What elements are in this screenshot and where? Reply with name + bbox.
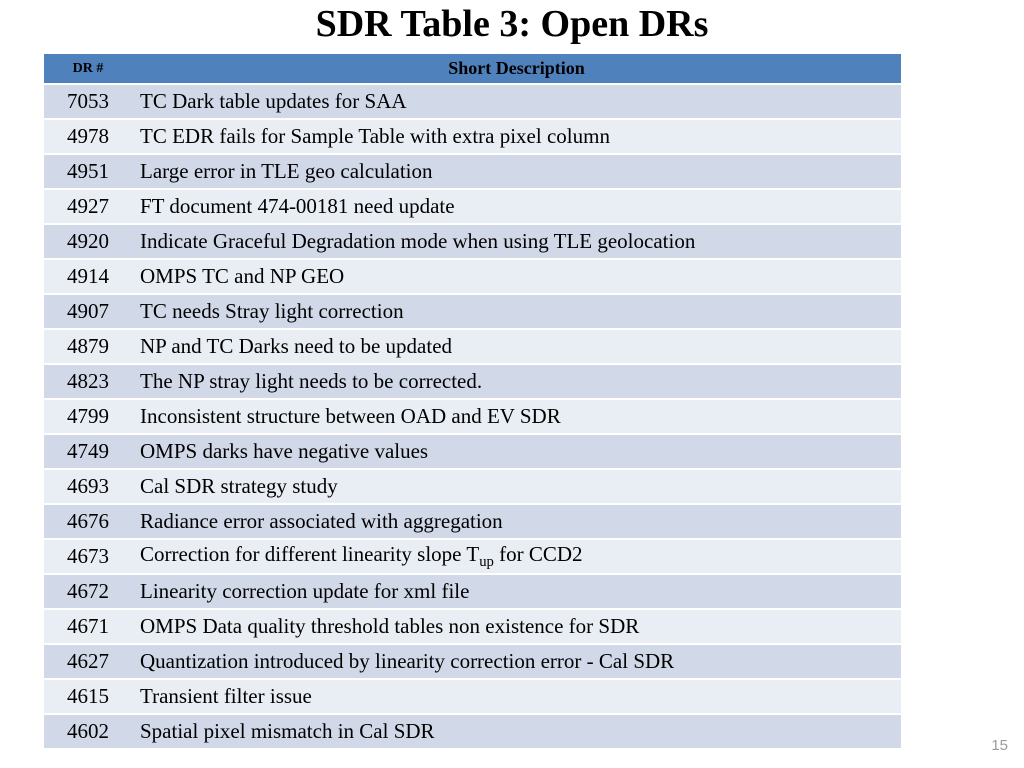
- dr-number: 4879: [44, 330, 132, 363]
- table-row: 4676Radiance error associated with aggre…: [44, 505, 901, 538]
- table-row: 4627Quantization introduced by linearity…: [44, 645, 901, 678]
- dr-description: OMPS darks have negative values: [132, 435, 901, 468]
- dr-description: Inconsistent structure between OAD and E…: [132, 400, 901, 433]
- col-header-dr: DR #: [44, 54, 132, 83]
- dr-number: 4749: [44, 435, 132, 468]
- table-row: 4927FT document 474-00181 need update: [44, 190, 901, 223]
- dr-number: 4672: [44, 575, 132, 608]
- dr-description: OMPS Data quality threshold tables non e…: [132, 610, 901, 643]
- table-row: 4907TC needs Stray light correction: [44, 295, 901, 328]
- dr-description: OMPS TC and NP GEO: [132, 260, 901, 293]
- dr-number: 4978: [44, 120, 132, 153]
- dr-number: 7053: [44, 85, 132, 118]
- table-row: 4879NP and TC Darks need to be updated: [44, 330, 901, 363]
- dr-number: 4920: [44, 225, 132, 258]
- dr-number: 4907: [44, 295, 132, 328]
- table-row: 7053TC Dark table updates for SAA: [44, 85, 901, 118]
- dr-number: 4914: [44, 260, 132, 293]
- dr-number: 4693: [44, 470, 132, 503]
- table-row: 4951Large error in TLE geo calculation: [44, 155, 901, 188]
- table-row: 4602Spatial pixel mismatch in Cal SDR: [44, 715, 901, 748]
- page-title: SDR Table 3: Open DRs: [0, 0, 1024, 52]
- dr-description: Quantization introduced by linearity cor…: [132, 645, 901, 678]
- dr-description: Radiance error associated with aggregati…: [132, 505, 901, 538]
- dr-description: Large error in TLE geo calculation: [132, 155, 901, 188]
- dr-description: Transient filter issue: [132, 680, 901, 713]
- dr-number: 4676: [44, 505, 132, 538]
- dr-number: 4615: [44, 680, 132, 713]
- table-row: 4799Inconsistent structure between OAD a…: [44, 400, 901, 433]
- dr-description: Cal SDR strategy study: [132, 470, 901, 503]
- dr-description: NP and TC Darks need to be updated: [132, 330, 901, 363]
- dr-number: 4671: [44, 610, 132, 643]
- dr-number: 4799: [44, 400, 132, 433]
- dr-description: TC EDR fails for Sample Table with extra…: [132, 120, 901, 153]
- col-header-desc: Short Description: [132, 54, 901, 83]
- dr-description: Spatial pixel mismatch in Cal SDR: [132, 715, 901, 748]
- dr-table-container: DR # Short Description 7053TC Dark table…: [44, 52, 901, 750]
- dr-description: Indicate Graceful Degradation mode when …: [132, 225, 901, 258]
- dr-description: TC Dark table updates for SAA: [132, 85, 901, 118]
- dr-number: 4627: [44, 645, 132, 678]
- table-row: 4914OMPS TC and NP GEO: [44, 260, 901, 293]
- table-row: 4693Cal SDR strategy study: [44, 470, 901, 503]
- dr-description: Linearity correction update for xml file: [132, 575, 901, 608]
- table-header-row: DR # Short Description: [44, 54, 901, 83]
- table-row: 4823The NP stray light needs to be corre…: [44, 365, 901, 398]
- table-body: 7053TC Dark table updates for SAA4978TC …: [44, 85, 901, 748]
- dr-table: DR # Short Description 7053TC Dark table…: [44, 52, 901, 750]
- dr-description: The NP stray light needs to be corrected…: [132, 365, 901, 398]
- table-row: 4673Correction for different linearity s…: [44, 540, 901, 573]
- dr-number: 4927: [44, 190, 132, 223]
- dr-description: FT document 474-00181 need update: [132, 190, 901, 223]
- dr-number: 4673: [44, 540, 132, 573]
- table-row: 4672Linearity correction update for xml …: [44, 575, 901, 608]
- table-row: 4671OMPS Data quality threshold tables n…: [44, 610, 901, 643]
- table-row: 4920Indicate Graceful Degradation mode w…: [44, 225, 901, 258]
- page-number: 15: [991, 737, 1008, 754]
- dr-number: 4951: [44, 155, 132, 188]
- table-row: 4749OMPS darks have negative values: [44, 435, 901, 468]
- table-row: 4978TC EDR fails for Sample Table with e…: [44, 120, 901, 153]
- dr-description: TC needs Stray light correction: [132, 295, 901, 328]
- dr-description: Correction for different linearity slope…: [132, 540, 901, 573]
- dr-number: 4602: [44, 715, 132, 748]
- table-row: 4615Transient filter issue: [44, 680, 901, 713]
- dr-number: 4823: [44, 365, 132, 398]
